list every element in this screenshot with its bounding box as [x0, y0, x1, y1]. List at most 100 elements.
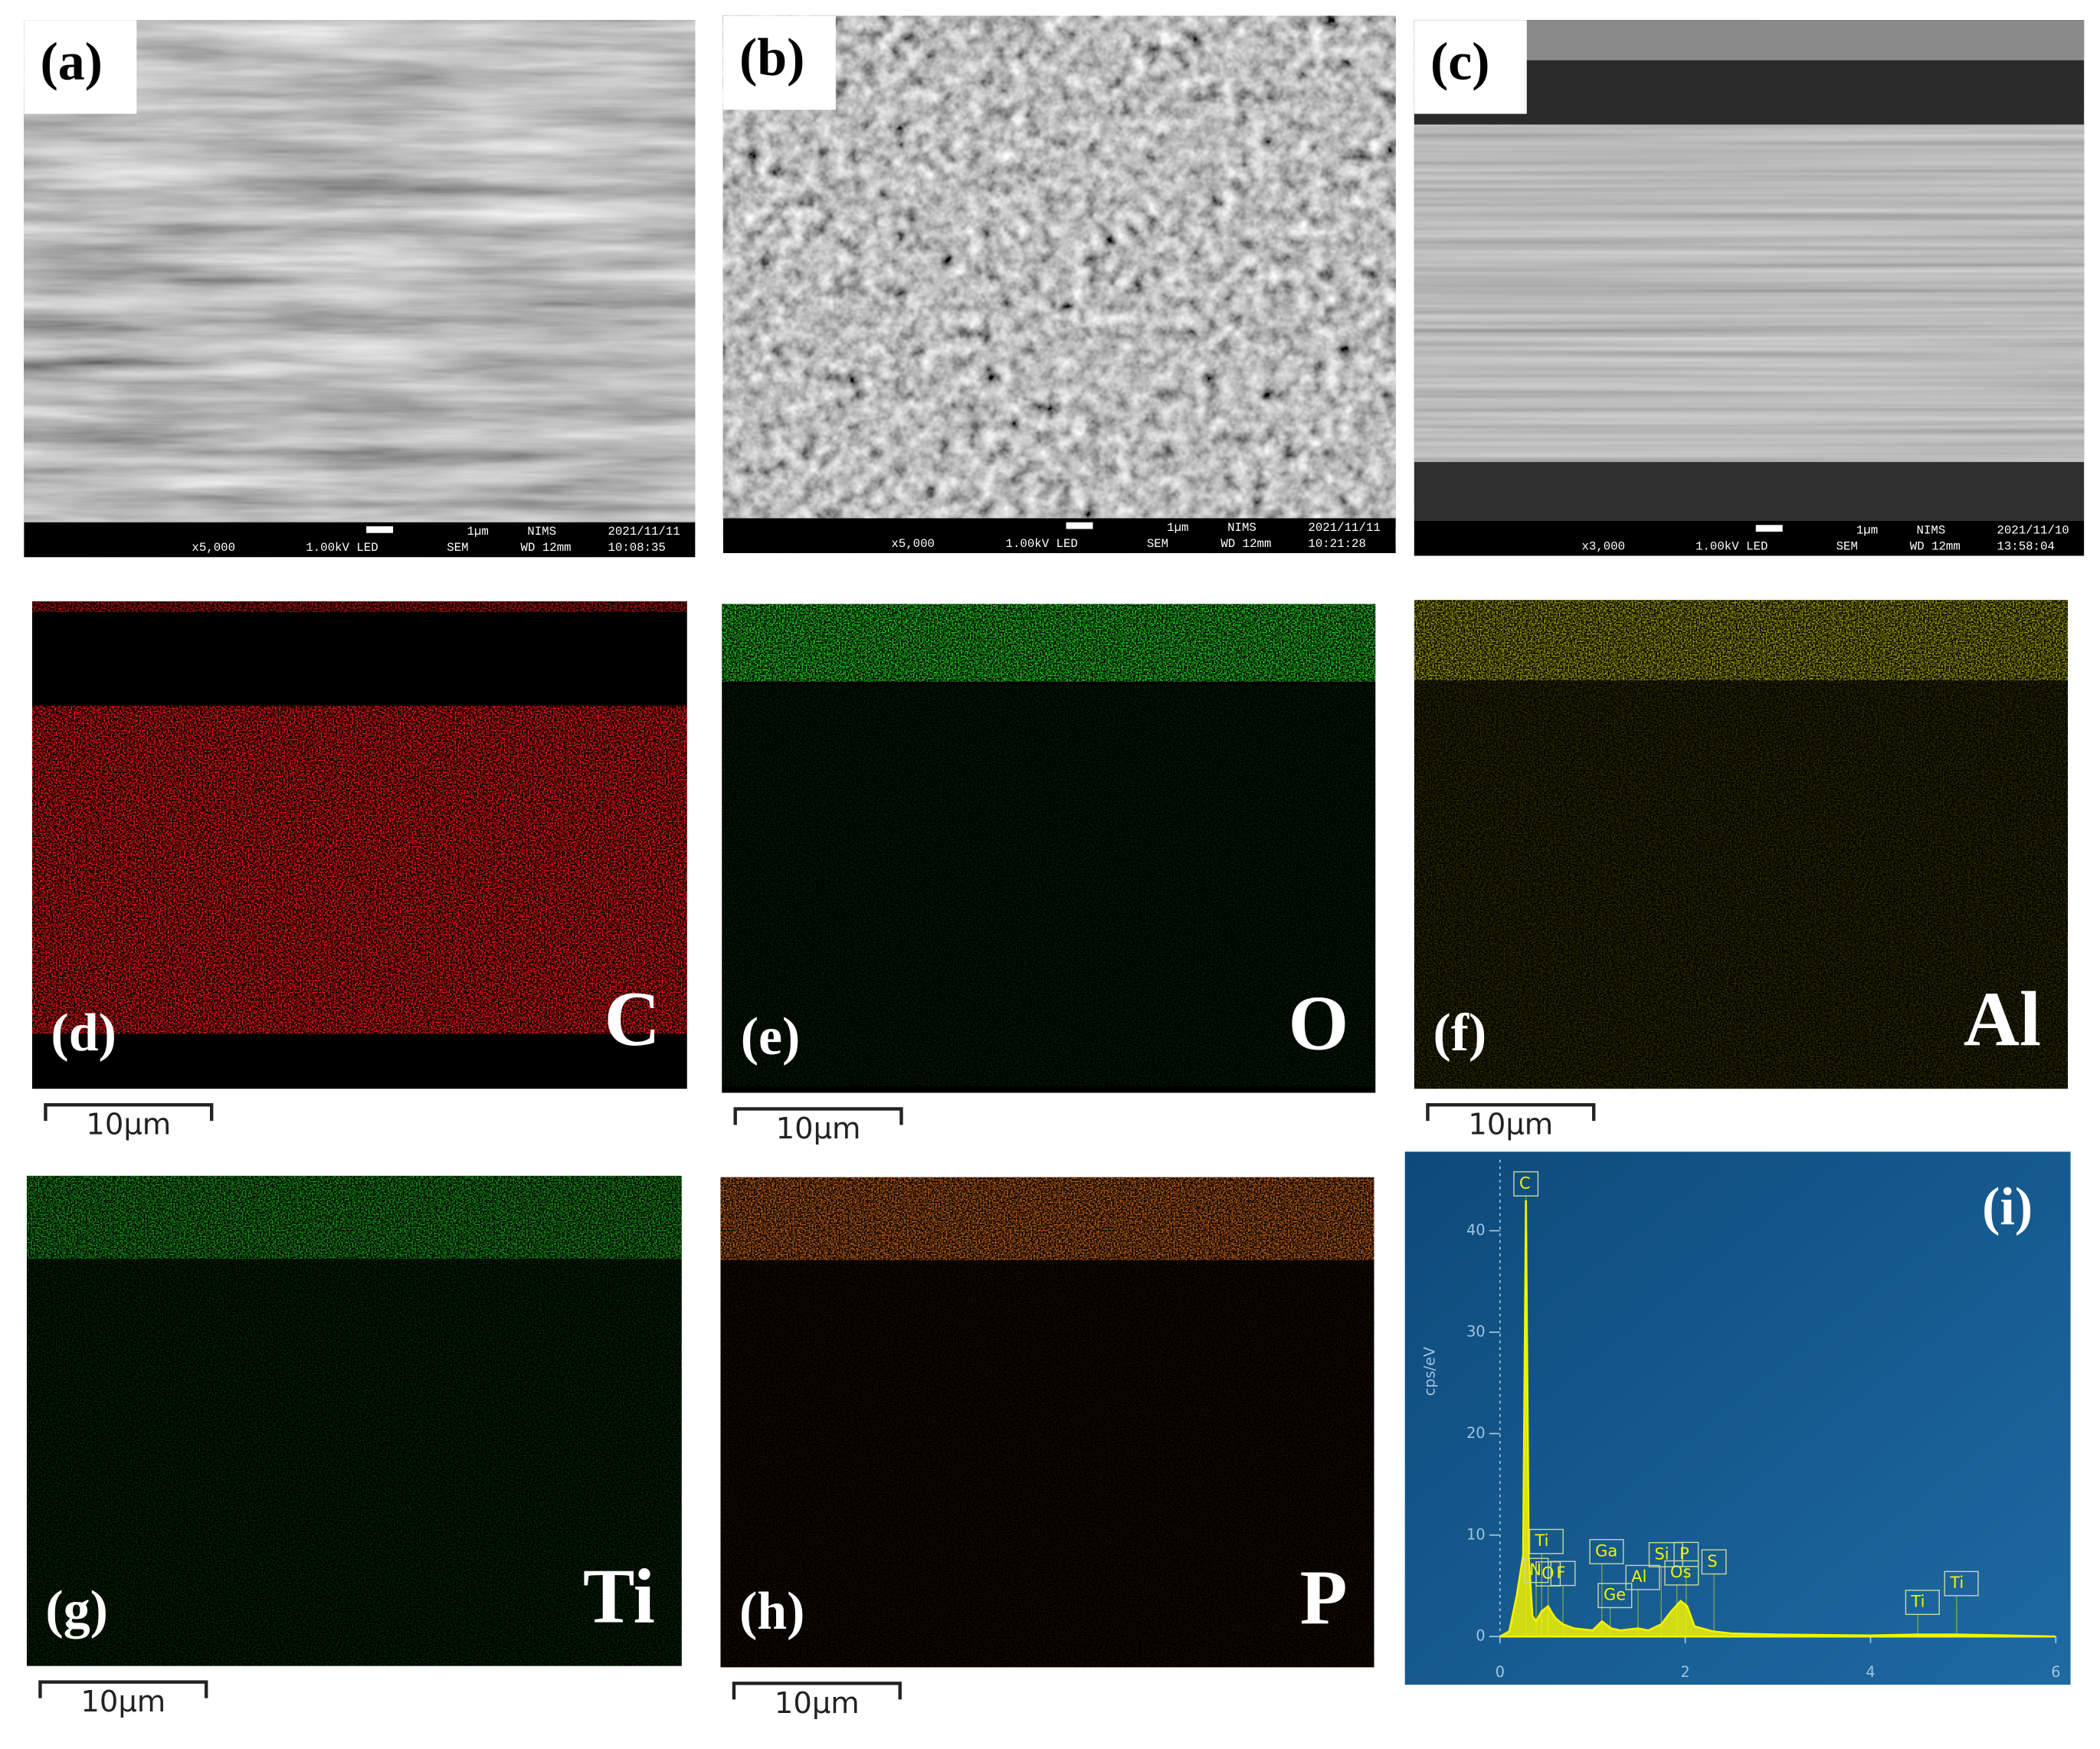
element-label: O — [1288, 980, 1348, 1066]
peak-label-box — [1701, 1549, 1727, 1575]
info-text: 1µm — [1167, 521, 1188, 535]
map-signal — [26, 1175, 682, 1259]
map-signal — [1414, 600, 2069, 681]
y-tick-label: 0 — [1476, 1627, 1485, 1645]
peak-label: Ti — [1910, 1593, 1925, 1611]
peak-label: Os — [1670, 1563, 1691, 1581]
peak-label-box — [1528, 1528, 1564, 1554]
info-text: NIMS — [1917, 523, 1946, 537]
info-text: 2021/11/11 — [608, 525, 680, 539]
info-text: 1µm — [1856, 523, 1878, 537]
panel-label: (h) — [739, 1582, 804, 1641]
panel-label: (e) — [741, 1007, 801, 1066]
info-bar — [1414, 521, 2085, 556]
scale-text: 10µm — [1468, 1108, 1553, 1142]
element-label: P — [1300, 1554, 1348, 1640]
info-text: SEM — [1836, 539, 1858, 553]
info-text: 10:21:28 — [1308, 537, 1365, 551]
peak-label-box — [1535, 1561, 1561, 1587]
y-tick-label: 30 — [1466, 1322, 1485, 1340]
scale-text: 10µm — [86, 1108, 171, 1142]
map-signal — [720, 1177, 1374, 1260]
info-text: 1.00kV LED — [1695, 539, 1767, 553]
scale-text: 10µm — [776, 1112, 861, 1146]
scale-bar — [732, 1682, 902, 1700]
y-tick-label: 20 — [1466, 1424, 1485, 1442]
label-box — [1414, 20, 1527, 114]
peak-label-box — [1648, 1541, 1683, 1567]
info-text: 1.00kV LED — [1006, 537, 1078, 551]
info-bar — [722, 518, 1396, 553]
info-text: 10:08:35 — [608, 541, 665, 555]
element-label: Al — [1964, 976, 2041, 1062]
info-text: WD 12mm — [1220, 537, 1271, 551]
peak-label-box — [1673, 1541, 1699, 1567]
peak-label: S — [1707, 1552, 1717, 1570]
info-text: SEM — [1147, 537, 1168, 551]
scale-text: 10µm — [80, 1685, 165, 1719]
panel-label: (a) — [40, 32, 103, 91]
scale-bar — [44, 1102, 214, 1122]
peak-label: F — [1556, 1564, 1565, 1582]
spectrum-area — [1499, 1200, 2056, 1638]
info-bar — [24, 522, 696, 558]
info-text: SEM — [447, 541, 468, 555]
map-signal — [31, 706, 687, 1034]
peak-label: P — [1679, 1544, 1689, 1563]
map-signal — [720, 1259, 1374, 1668]
y-tick-label: 10 — [1466, 1525, 1485, 1543]
map-signal — [26, 1259, 682, 1666]
info-text: 13:58:04 — [1997, 539, 2054, 553]
peak-label-box — [1625, 1564, 1660, 1590]
info-text: x3,000 — [1581, 539, 1625, 553]
peak-label: Ge — [1604, 1586, 1626, 1604]
panel-label: (i) — [1982, 1177, 2033, 1236]
element-label: C — [604, 976, 660, 1062]
label-box — [24, 20, 137, 114]
peak-label: C — [1519, 1174, 1531, 1192]
peak-label: Ti — [1949, 1574, 1964, 1592]
x-tick-label: 0 — [1496, 1663, 1505, 1681]
peak-label: Al — [1631, 1567, 1646, 1586]
peak-label: N — [1529, 1561, 1541, 1579]
x-tick-label: 6 — [2051, 1663, 2060, 1681]
panel-label: (g) — [45, 1580, 108, 1639]
scale-text: 10µm — [775, 1686, 860, 1721]
panel-label: (b) — [739, 28, 804, 87]
peak-label: Ti — [1535, 1531, 1549, 1550]
chart-background — [1404, 1151, 2071, 1685]
info-text: 2021/11/10 — [1997, 523, 2069, 537]
peak-label: Ga — [1595, 1541, 1617, 1560]
peak-label: Si — [1654, 1544, 1669, 1563]
info-text: x5,000 — [192, 541, 235, 555]
info-text: x5,000 — [891, 537, 935, 551]
label-box — [722, 15, 836, 110]
scale-marker — [1755, 525, 1783, 532]
info-text: 2021/11/11 — [1308, 521, 1380, 535]
x-tick-label: 2 — [1681, 1663, 1690, 1681]
info-text: NIMS — [1227, 521, 1256, 535]
scale-bar — [38, 1680, 208, 1698]
y-tick-label: 40 — [1466, 1221, 1485, 1239]
map-signal — [31, 601, 687, 612]
element-label: Ti — [583, 1553, 655, 1639]
scale-bar — [1426, 1102, 1596, 1122]
scale-bar — [733, 1107, 903, 1125]
peak-label-box — [1550, 1561, 1576, 1587]
map-signal — [1414, 680, 2069, 1089]
peak-label-box — [1589, 1538, 1624, 1564]
y-axis-title: cps/eV — [1420, 1347, 1438, 1396]
peak-label-box — [1664, 1560, 1699, 1586]
peak-label-box — [1513, 1171, 1539, 1197]
info-text: NIMS — [527, 525, 556, 539]
info-text: 1µm — [467, 525, 488, 539]
panel-label: (d) — [51, 1004, 116, 1063]
info-text: WD 12mm — [521, 541, 572, 555]
panel-label: (f) — [1433, 1004, 1486, 1063]
map-signal — [722, 604, 1376, 682]
peak-label-box — [1905, 1590, 1940, 1615]
substrate — [1414, 462, 2085, 522]
peak-label-box — [1944, 1570, 1979, 1597]
scale-marker — [366, 526, 394, 533]
